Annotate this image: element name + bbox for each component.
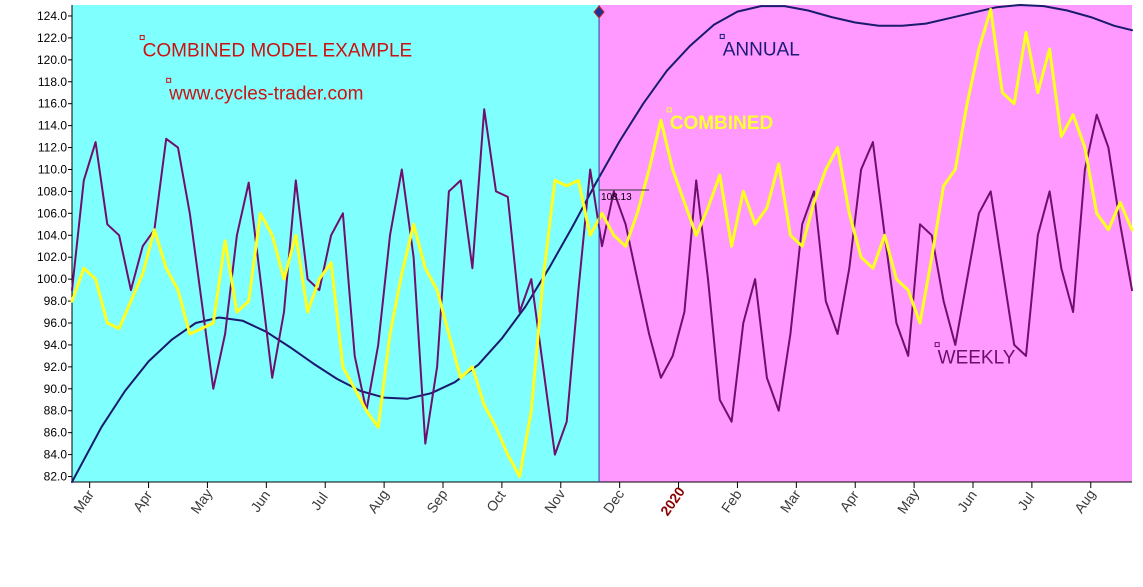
last-value-label: 108.13 (601, 192, 632, 203)
background-regions (72, 5, 1132, 482)
y-tick-label: 98.0 (44, 294, 68, 308)
series-weekly (71, 108, 1133, 456)
y-tick-label: 122.0 (37, 31, 67, 45)
x-tick-label: Sep (423, 486, 451, 516)
overlay: 108.13 COMBINED MODEL EXAMPLE www.cycles-t… (139, 5, 1016, 482)
annotation-marker (719, 33, 725, 39)
x-tick-label: 2020 (657, 484, 688, 519)
divider-marker (593, 5, 605, 19)
y-tick-label: 92.0 (44, 360, 68, 374)
region-projection (599, 5, 1132, 482)
series-lines (70, 4, 1134, 483)
x-tick-label: May (894, 486, 922, 517)
x-tick-label: Mar (70, 486, 97, 515)
annotation-text: WEEKLY (938, 348, 1016, 369)
y-tick-label: 116.0 (38, 97, 67, 111)
x-tick-label: Aug (1071, 486, 1098, 516)
annotation-marker (666, 107, 672, 113)
x-tick-label: Oct (483, 488, 509, 515)
y-tick-label: 110.0 (38, 162, 67, 176)
series-combined (70, 7, 1134, 478)
annotation-text: COMBINED (670, 113, 773, 134)
annotation-marker (166, 77, 172, 83)
x-tick-label: Aug (364, 486, 391, 516)
y-tick-label: 114.0 (38, 119, 67, 133)
y-tick-label: 88.0 (44, 404, 68, 418)
x-tick-label: Apr (836, 487, 862, 514)
y-tick-label: 108.0 (37, 184, 67, 198)
y-tick-label: 124.0 (37, 9, 67, 23)
y-tick-label: 120.0 (37, 53, 67, 67)
y-tick-label: 102.0 (37, 250, 67, 264)
x-tick-label: Jul (307, 489, 330, 513)
x-tick-label: Nov (541, 486, 568, 516)
x-tick-label: Dec (600, 486, 627, 516)
x-tick-label: Jul (1014, 489, 1037, 513)
x-tick-label: Mar (777, 486, 804, 515)
y-tick-label: 104.0 (37, 228, 67, 242)
x-tick-label: Jun (954, 487, 980, 515)
annotation-text: ANNUAL (723, 39, 800, 60)
annotation-marker (139, 35, 145, 41)
y-tick-label: 112.0 (38, 141, 67, 155)
y-tick-label: 100.0 (37, 272, 67, 286)
y-tick-label: 84.0 (44, 448, 68, 462)
y-tick-label: 94.0 (44, 338, 68, 352)
x-tick-label: Feb (718, 486, 745, 515)
annotation-marker (934, 342, 940, 348)
annotation-text: COMBINED MODEL EXAMPLE (143, 41, 413, 62)
y-tick-label: 86.0 (44, 426, 68, 440)
y-tick-label: 96.0 (44, 316, 68, 330)
x-tick-label: May (187, 486, 215, 517)
y-tick-label: 82.0 (44, 470, 68, 484)
series-annual (71, 4, 1133, 483)
y-tick-label: 118.0 (38, 75, 67, 89)
y-tick-label: 106.0 (37, 206, 67, 220)
x-tick-label: Apr (130, 487, 156, 514)
annotation-text: www.cycles-trader.com (168, 83, 363, 104)
y-tick-label: 90.0 (44, 382, 68, 396)
x-tick-label: Jun (247, 487, 273, 515)
